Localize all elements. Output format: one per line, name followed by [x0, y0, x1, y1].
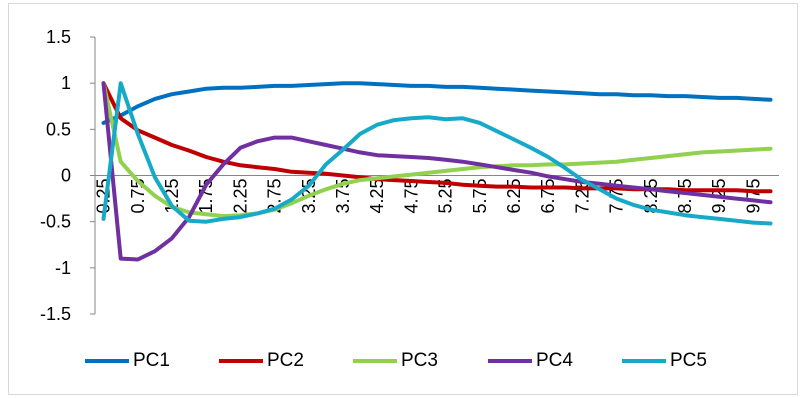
- series-line-pc1: [101, 81, 773, 125]
- legend-label: PC3: [401, 350, 438, 371]
- chart-legend: PC1 PC2 PC3 PC4 PC5: [9, 346, 799, 376]
- x-tick-label: 2.25: [230, 179, 250, 214]
- chart-area: 1.5 1 0.5 0 -0.5 -1 -1.5 0.25 0.75 1.25 1.75 2.25 2.…: [8, 3, 798, 395]
- y-tick-label: -0.5: [40, 212, 71, 232]
- legend-swatch: [622, 359, 666, 363]
- legend-label: PC2: [267, 350, 304, 371]
- legend-item-pc5: PC5: [622, 346, 707, 376]
- legend-item-pc4: PC4: [488, 346, 573, 376]
- y-tick-label: 0.5: [46, 119, 71, 139]
- x-tick-label: 8.75: [675, 179, 695, 214]
- legend-label: PC4: [536, 350, 573, 371]
- x-tick-label: 1.75: [196, 179, 216, 214]
- series-line-pc4: [101, 81, 773, 262]
- x-tick-label: 4.75: [401, 179, 421, 214]
- y-tick-label: -1: [55, 258, 71, 278]
- legend-label: PC1: [133, 350, 170, 371]
- x-tick-label: 6.25: [504, 179, 524, 214]
- legend-swatch: [353, 359, 397, 363]
- series-line-pc3: [101, 81, 773, 219]
- series-line-pc5: [101, 81, 773, 226]
- x-tick-label: 6.75: [538, 179, 558, 214]
- x-tick-label: 0.75: [128, 179, 148, 214]
- legend-label: PC5: [670, 350, 707, 371]
- y-tick-label: 1: [61, 73, 71, 93]
- y-tick-label: 1.5: [46, 27, 71, 47]
- y-tick-label: 0: [61, 166, 71, 186]
- x-tick-label: 4.25: [367, 179, 387, 214]
- legend-item-pc3: PC3: [353, 346, 438, 376]
- y-tick-label: -1.5: [40, 304, 71, 324]
- legend-item-pc2: PC2: [219, 346, 304, 376]
- legend-item-pc1: PC1: [85, 346, 170, 376]
- x-tick-label: 9.75: [743, 179, 763, 214]
- legend-swatch: [488, 359, 532, 363]
- legend-swatch: [219, 359, 263, 363]
- line-chart: 1.510.50-0.5-1-1.50.25 0.75 1.25 1.75 2.25 2.…: [40, 27, 779, 324]
- x-tick-label: 5.25: [436, 179, 456, 214]
- legend-swatch: [85, 359, 129, 363]
